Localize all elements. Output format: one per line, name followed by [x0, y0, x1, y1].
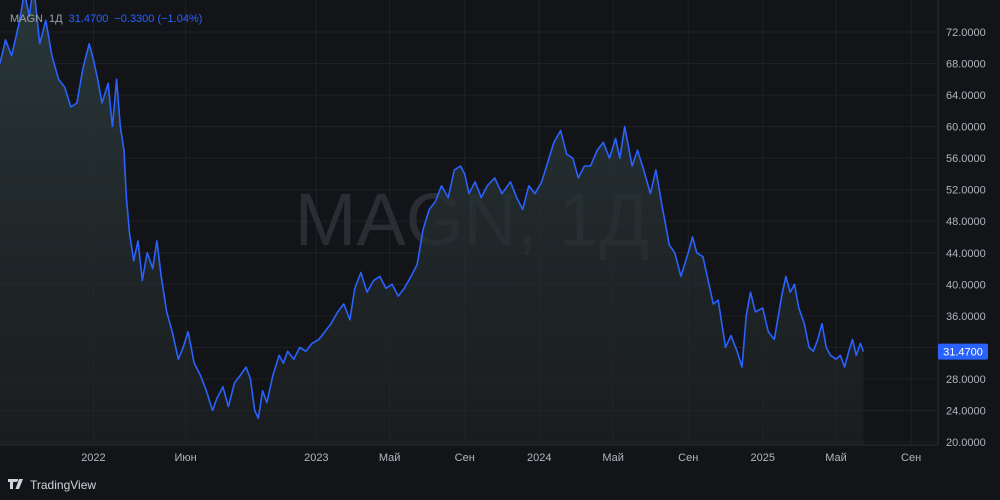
symbol-name: MAGN: [10, 13, 43, 25]
tradingview-logo-icon: [8, 479, 23, 489]
y-tick-label: 24.0000: [946, 405, 986, 417]
y-tick-label: 48.0000: [946, 216, 986, 228]
y-tick-label: 36.0000: [946, 311, 986, 323]
last-price-text: 31.4700: [943, 347, 983, 359]
x-tick-label: Май: [379, 452, 401, 464]
x-tick-label: 2022: [81, 452, 105, 464]
last-value: 31.4700: [68, 13, 109, 25]
y-tick-label: 72.0000: [946, 27, 986, 39]
brand-footer[interactable]: TradingView: [8, 478, 96, 492]
x-axis[interactable]: 2022 Июн 2023 Май Сен 2024 Май Сен 2025 Май Сен: [81, 452, 921, 464]
x-tick-label: Сен: [901, 452, 921, 464]
y-tick-label: 68.0000: [946, 59, 986, 71]
y-tick-label: 56.0000: [946, 153, 986, 165]
x-tick-label: Сен: [678, 452, 698, 464]
last-price-badge: [938, 343, 988, 360]
price-line: [0, 0, 865, 420]
x-tick-label: 2024: [527, 452, 551, 464]
y-tick-label: 44.0000: [946, 248, 986, 260]
brand-name: TradingView: [30, 478, 97, 492]
y-tick-label: 40.0000: [946, 279, 986, 291]
chart-header: MAGN 1Д 31.4700 −0.3300 (−1.04%): [10, 13, 208, 25]
price-area-fill: [0, 0, 864, 445]
x-tick-label: Май: [602, 452, 624, 464]
y-tick-label: 52.0000: [946, 185, 986, 197]
y-tick-label: 60.0000: [946, 122, 986, 134]
x-tick-label: 2025: [750, 452, 774, 464]
y-tick-label: 20.0000: [946, 437, 986, 449]
y-tick-label: 28.0000: [946, 374, 986, 386]
y-axis[interactable]: 72.0000 68.0000 64.0000 60.0000 56.0000 52.00…: [946, 27, 986, 449]
x-tick-label: Сен: [455, 452, 475, 464]
last-price-label: 31.4700: [938, 343, 988, 360]
y-tick-label: 64.0000: [946, 90, 986, 102]
x-tick-label: Июн: [175, 452, 197, 464]
interval-label: 1Д: [49, 13, 63, 25]
x-tick-label: Май: [825, 452, 847, 464]
change-value: −0.3300 (−1.04%): [114, 13, 203, 25]
x-tick-label: 2023: [304, 452, 328, 464]
